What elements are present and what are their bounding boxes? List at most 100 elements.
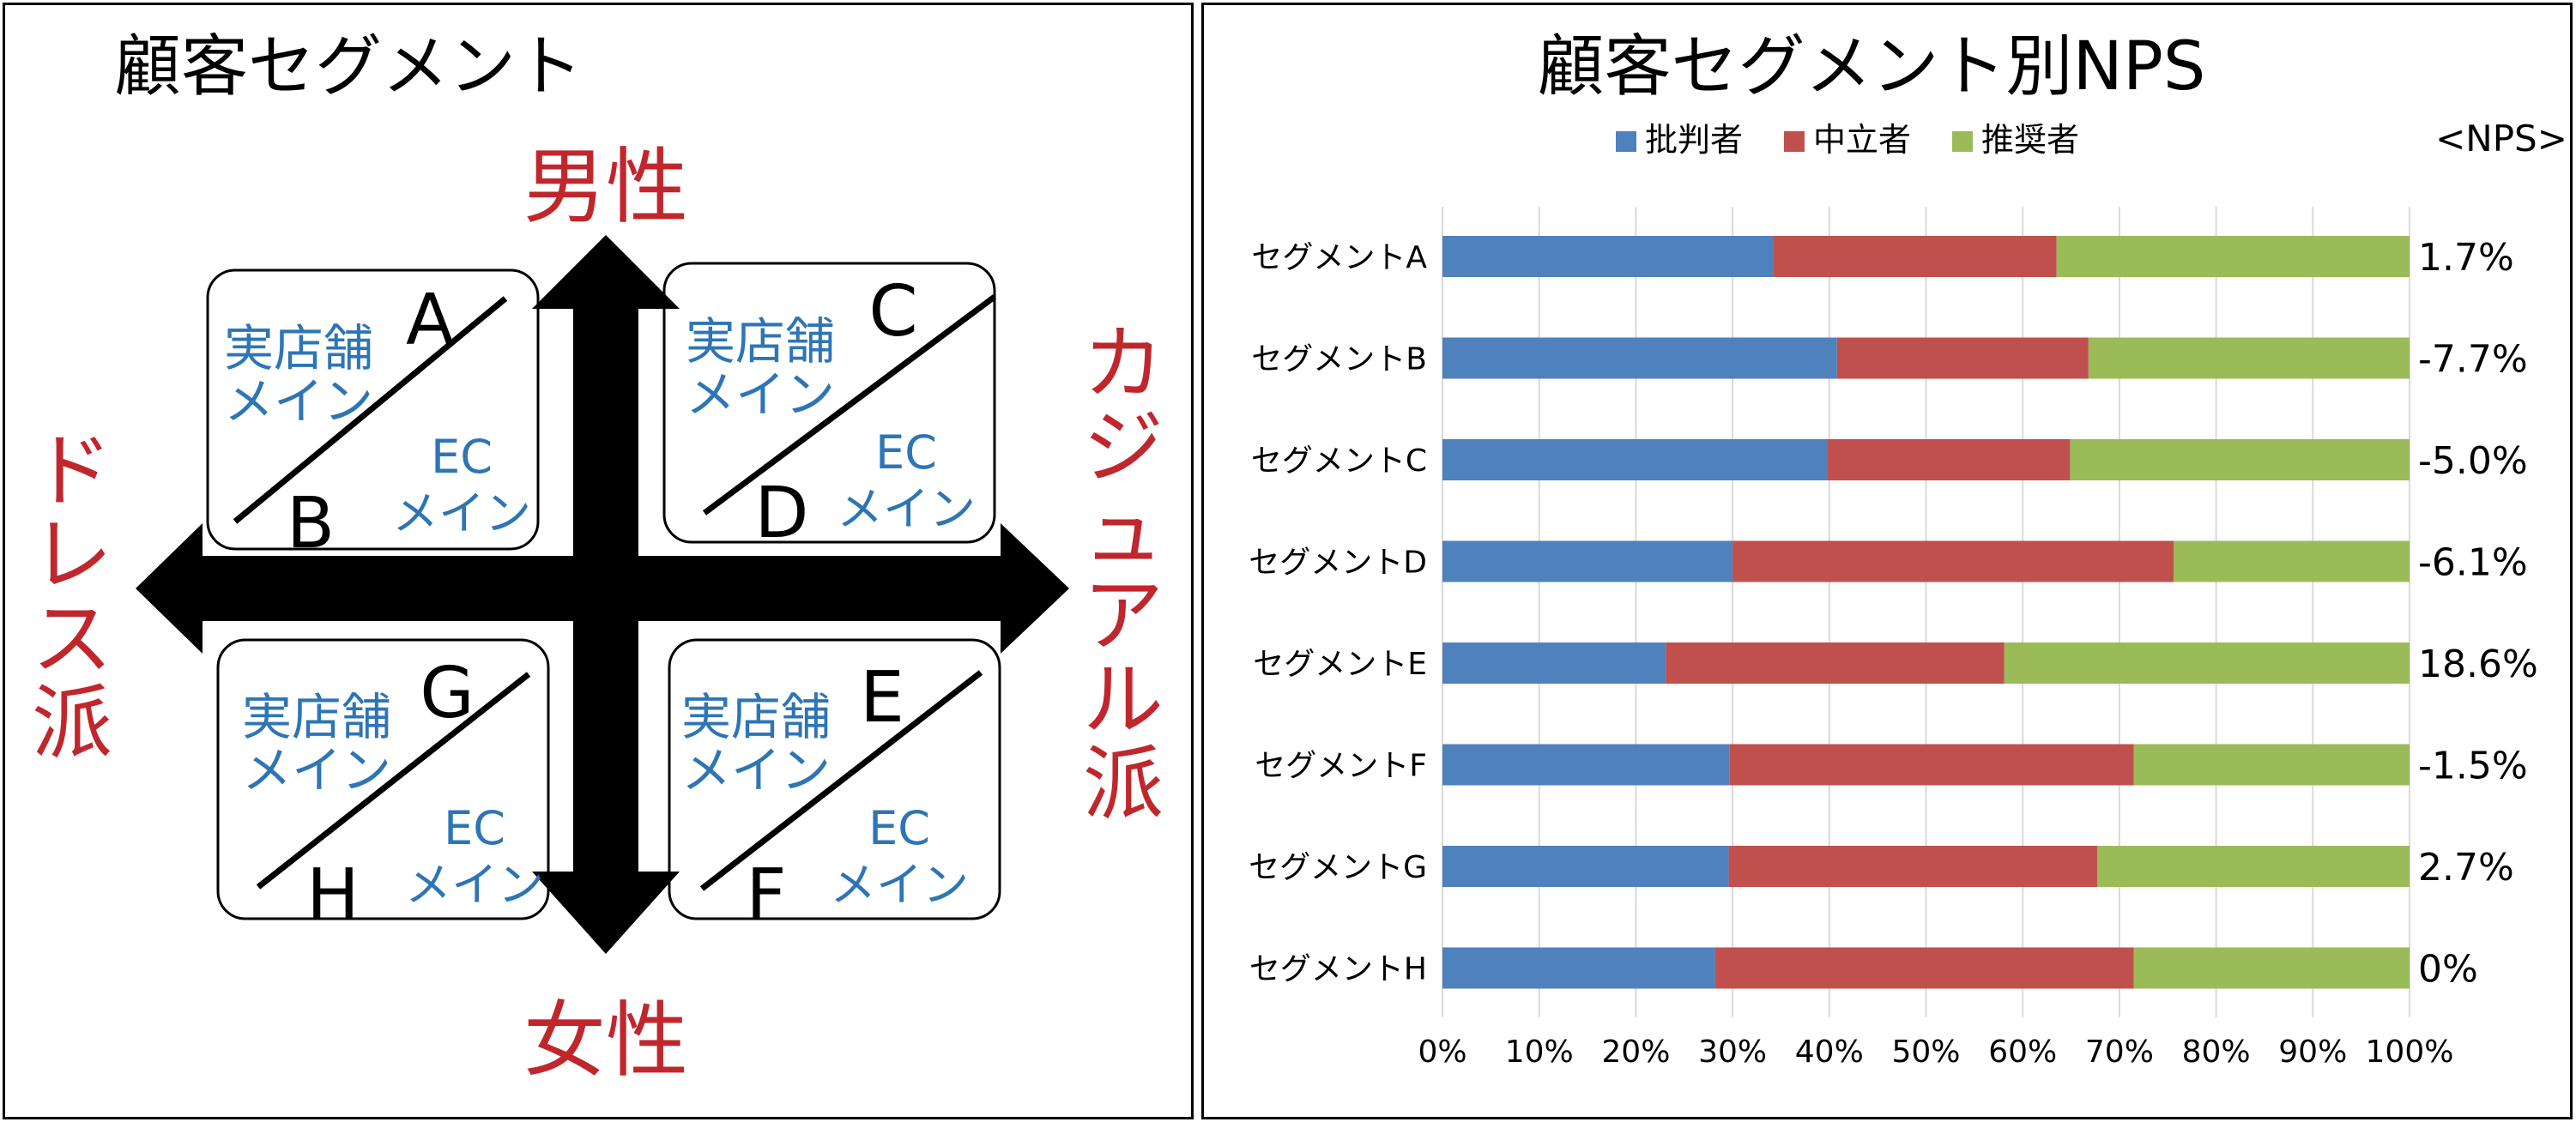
x-tick-label-10: 100% <box>2366 1035 2454 1070</box>
bar-6-1 <box>1728 846 2097 887</box>
quadrant-labels: AB実店舗メインECメインCD実店舗メインECメインGH実店舗メインECメインE… <box>224 271 976 936</box>
bar-3-1 <box>1732 540 2174 582</box>
diagonal-bottom-left <box>256 672 531 890</box>
x-tick-label-9: 90% <box>2278 1035 2347 1070</box>
nps-chart-panel: 顧客セグメント別NPS 批判者 中立者 推奨者 <NPS> セグメントA セグメントB… <box>1201 3 2573 1119</box>
category-label-0: セグメントA <box>1251 240 1427 275</box>
nps-header: <NPS> <box>2435 118 2567 160</box>
store-main-label: 実店舗 <box>686 312 835 371</box>
legend-label-2: 推奨者 <box>1981 121 2079 159</box>
bar-0-0 <box>1442 236 1774 277</box>
nps-value-4: 18.6% <box>2418 642 2538 686</box>
x-tick-label-5: 50% <box>1891 1035 1960 1070</box>
x-tick-label-6: 60% <box>1988 1035 2057 1070</box>
legend-label-1: 中立者 <box>1813 121 1911 159</box>
bar-7-0 <box>1442 947 1715 989</box>
x-tick-label-1: 10% <box>1505 1035 1574 1070</box>
category-label-2: セグメントC <box>1251 443 1427 479</box>
ec-main-label: メイン <box>837 482 976 536</box>
horizontal-arrow <box>136 523 1069 654</box>
bar-3-0 <box>1442 540 1733 582</box>
axis-label-dress-char: ス <box>32 593 112 686</box>
category-label-7: セグメントH <box>1249 952 1427 987</box>
segment-map-panel: 顧客セグメント 男性 女性 ドレス派 カジュアル派 A B 実店舗 メイン EC メイン C… <box>3 3 1194 1119</box>
quadrant-letter-b: B <box>287 483 335 564</box>
legend-label-0: 批判者 <box>1645 121 1743 159</box>
legend-swatch-0 <box>1616 131 1636 152</box>
ec-main-label: EC <box>431 430 493 484</box>
category-label-6: セグメントG <box>1249 850 1427 885</box>
x-axis-tick-labels: 0% 10% 20% 30% 40% 50% 60% 70% 80% 90% 100% <box>1418 1035 2453 1070</box>
x-tick-label-7: 70% <box>2085 1035 2154 1070</box>
quadrant-letter-f: F <box>746 854 786 936</box>
ec-main-label: EC <box>875 425 937 480</box>
ec-main-label: EC <box>868 801 930 855</box>
ec-main-label: メイン <box>392 486 531 540</box>
store-main-label: 実店舗 <box>242 688 391 746</box>
quadrant-letter-g: G <box>420 653 475 734</box>
nps-chart: 顧客セグメント別NPS 批判者 中立者 推奨者 <NPS> セグメントA セグメントB… <box>1249 28 2567 1070</box>
axis-label-casual-char: カ <box>1083 317 1164 411</box>
axis-label-dress-char: レ <box>32 509 112 602</box>
category-labels: セグメントA セグメントB セグメントC セグメントD セグメントE セグメントF セグメン… <box>1249 240 1427 987</box>
store-main-label: メイン <box>686 365 835 424</box>
legend-swatch-1 <box>1784 131 1805 152</box>
axis-label-casual-char: ア <box>1083 570 1164 663</box>
nps-value-5: -1.5% <box>2418 745 2528 788</box>
nps-value-3: -6.1% <box>2418 541 2528 585</box>
axis-label-casual-char: ュ <box>1083 486 1164 579</box>
chart-title: 顧客セグメント別NPS <box>1538 28 2206 106</box>
store-main-label: 実店舗 <box>224 319 373 377</box>
ec-main-label: メイン <box>405 858 544 912</box>
category-label-5: セグメントF <box>1255 749 1427 784</box>
bar-4-2 <box>2004 642 2410 684</box>
x-tick-label-0: 0% <box>1418 1035 1466 1070</box>
quadrant-letter-e: E <box>860 657 904 739</box>
segment-map-title: 顧客セグメント <box>114 28 583 106</box>
axis-label-male: 男性 <box>523 139 688 235</box>
quadrant-letter-a: A <box>406 280 454 361</box>
diagonal-top-left <box>233 296 508 524</box>
quadrant-letter-c: C <box>868 271 917 353</box>
quadrant-letter-h: H <box>306 854 360 936</box>
legend-swatch-2 <box>1952 131 1973 152</box>
quadrant-box-bottom-left <box>216 638 550 920</box>
bar-2-2 <box>2070 439 2410 480</box>
category-label-1: セグメントB <box>1251 342 1427 377</box>
bar-0-1 <box>1773 236 2057 277</box>
axis-label-female: 女性 <box>523 992 688 1089</box>
bar-7-1 <box>1714 947 2134 989</box>
quadrant-letter-d: D <box>754 473 808 554</box>
bar-1-1 <box>1836 337 2089 379</box>
diagonal-top-right <box>702 294 997 516</box>
quadrant-box-top-right <box>662 262 996 544</box>
chart-gridlines <box>1442 207 2410 1017</box>
bar-0-2 <box>2056 236 2410 277</box>
category-label-4: セグメントE <box>1253 647 1427 682</box>
axis-label-casual-char: ル <box>1083 654 1164 747</box>
nps-value-2: -5.0% <box>2418 439 2528 483</box>
diagonal-bottom-right <box>699 670 983 891</box>
bar-5-0 <box>1442 744 1730 786</box>
x-tick-label-2: 20% <box>1601 1035 1670 1070</box>
nps-value-0: 1.7% <box>2418 236 2514 280</box>
store-main-label: メイン <box>224 372 373 431</box>
bar-6-0 <box>1442 846 1729 887</box>
store-main-label: メイン <box>242 741 391 799</box>
axis-label-casual-char: 派 <box>1083 738 1164 831</box>
chart-bars <box>1442 236 2410 989</box>
category-label-3: セグメントD <box>1249 546 1427 581</box>
bar-1-0 <box>1442 337 1837 379</box>
nps-value-7: 0% <box>2418 948 2478 992</box>
bar-6-2 <box>2096 846 2410 887</box>
bar-5-1 <box>1729 744 2134 786</box>
nps-value-labels: 1.7% -7.7% -5.0% -6.1% 18.6% -1.5% 2.7% 0% <box>2418 236 2538 992</box>
ec-main-label: メイン <box>830 858 969 912</box>
bar-4-0 <box>1442 642 1666 684</box>
x-tick-label-8: 80% <box>2182 1035 2251 1070</box>
ec-main-label: EC <box>444 801 505 855</box>
bar-7-2 <box>2133 947 2410 989</box>
